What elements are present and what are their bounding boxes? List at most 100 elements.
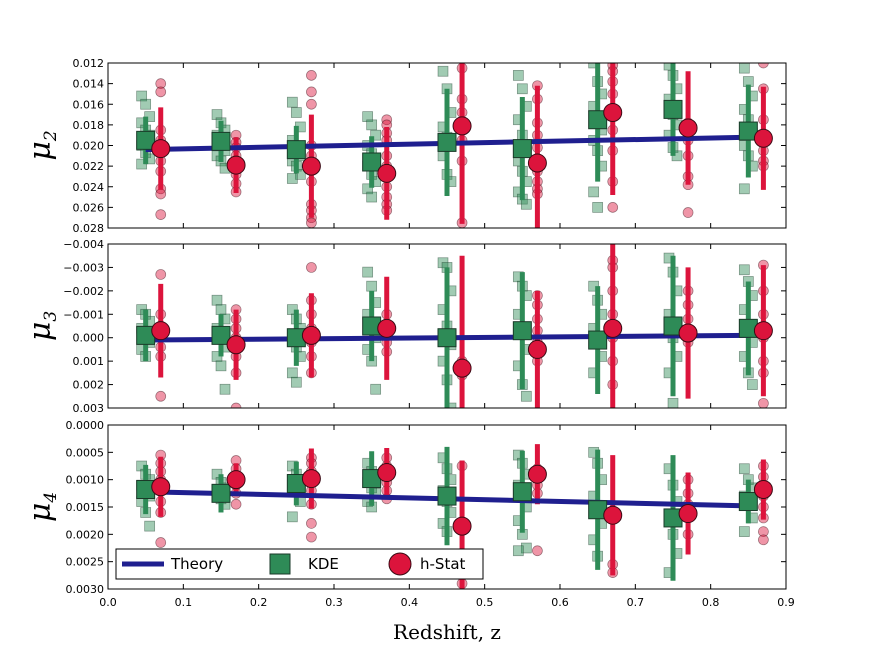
mu2-hstat-sample — [607, 202, 619, 213]
mu2-kde-sample — [592, 202, 604, 213]
mu2-kde-sample — [286, 96, 298, 108]
mu2-hstat-mean-marker — [678, 118, 698, 138]
mu4-kde-sample — [738, 463, 750, 475]
mu3-kde-sample — [738, 264, 750, 276]
mu3-axes-frame — [107, 243, 787, 409]
mu3-kde-mean-marker — [211, 325, 231, 345]
mu2-kde-sample — [294, 169, 306, 180]
mu4-ytick-label: 0.0005 — [66, 446, 105, 459]
mu4-ytick-label: 0.0030 — [66, 583, 105, 596]
mu3-kde-sample — [370, 383, 382, 395]
x-tick-label: 0.1 — [175, 596, 193, 609]
mu4-kde-sample — [144, 520, 156, 532]
mu2-hstat-sample — [155, 86, 167, 98]
mu3-hstat-mean-marker — [226, 335, 246, 355]
mu4-y-axis-label-subscript: 4 — [41, 492, 61, 504]
mu2-ytick-label: 0.014 — [73, 78, 105, 91]
mu3-hstat-mean-marker — [151, 321, 171, 341]
mu4-ytick-label: 0.0020 — [66, 528, 105, 541]
mu4-ytick-label: 0.0025 — [66, 556, 105, 569]
mu3-hstat-mean-marker — [301, 325, 321, 345]
mu2-hstat-sample — [682, 207, 694, 218]
mu3-hstat-mean-marker — [603, 318, 623, 338]
mu3-ytick-label: 0.000 — [73, 332, 105, 345]
mu2-hstat-mean-marker — [603, 103, 623, 122]
mu3-hstat-sample — [230, 402, 242, 408]
mu4-hstat-sample — [306, 531, 317, 543]
mu4-hstat-sample — [306, 518, 317, 529]
legend: Theory KDE h-Stat — [115, 548, 484, 580]
panels-layer: 0.0120.0140.0160.0180.0200.0220.0240.026… — [23, 57, 795, 609]
x-tick-label: 0.2 — [250, 596, 268, 609]
mu2-kde-mean-marker — [663, 99, 683, 119]
mu2-hstat-sample — [306, 217, 317, 228]
legend-hstat-swatch — [388, 552, 412, 576]
mu3-plot-area — [136, 244, 773, 408]
mu2-ytick-label: 0.022 — [73, 160, 105, 173]
mu3-kde-sample — [211, 294, 223, 306]
mu3-hstat-mean-marker — [527, 339, 547, 359]
x-tick-label: 0.4 — [401, 596, 419, 609]
x-tick-label: 0.5 — [476, 596, 494, 609]
mu2-kde-sample — [290, 107, 302, 118]
mu3-kde-sample — [290, 376, 302, 388]
mu3-kde-sample — [445, 402, 457, 408]
legend-hstat-label: h-Stat — [420, 555, 466, 573]
mu2-kde-sample — [520, 198, 532, 210]
mu2-y-axis-label: μ2 — [23, 130, 61, 160]
mu3-kde-sample — [667, 397, 679, 408]
legend-box — [115, 548, 484, 580]
mu3-hstat-sample — [155, 390, 167, 402]
mu4-hstat-mean-marker — [301, 469, 321, 489]
mu4-hstat-mean-marker — [753, 480, 773, 500]
mu2-hstat-mean-marker — [301, 156, 321, 176]
x-tick-label: 0.7 — [627, 596, 645, 609]
mu4-hstat-sample — [532, 545, 543, 557]
mu2-kde-sample — [211, 109, 223, 120]
mu3-ytick-label: 0.001 — [73, 355, 105, 368]
mu3-ytick-label: −0.002 — [63, 285, 104, 298]
mu3-kde-sample — [219, 383, 231, 395]
mu4-kde-sample — [286, 511, 298, 523]
mu3-ytick-label: 0.003 — [73, 402, 105, 415]
mu2-hstat-mean-marker — [452, 116, 472, 136]
mu3-y-axis-label-base: μ — [23, 322, 58, 342]
mu2-plot-area — [136, 63, 773, 228]
mu2-kde-mean-marker — [286, 140, 306, 160]
mu3-y-axis-label: μ3 — [23, 311, 61, 341]
mu2-kde-sample — [362, 111, 374, 122]
mu2-kde-sample — [286, 173, 298, 184]
mu3-hstat-sample — [758, 397, 769, 408]
mu2-kde-sample — [366, 191, 378, 203]
mu4-hstat-sample — [155, 537, 167, 548]
mu2-ytick-label: 0.020 — [73, 140, 105, 153]
mu3-kde-mean-marker — [512, 321, 532, 341]
legend-kde-label: KDE — [308, 555, 339, 573]
mu3-kde-sample — [215, 304, 227, 315]
mu2-hstat-sample — [155, 209, 167, 220]
mu4-kde-sample — [738, 526, 750, 537]
mu2-hstat-mean-marker — [527, 153, 547, 173]
mu2-hstat-sample — [758, 63, 769, 69]
mu3-kde-sample — [215, 360, 227, 372]
mu2-ytick-label: 0.018 — [73, 119, 105, 132]
mu2-kde-sample — [437, 65, 449, 77]
mu2-ytick-label: 0.016 — [73, 98, 105, 111]
mu2-ytick-label: 0.012 — [73, 57, 105, 70]
mu3-hstat-mean-marker — [678, 323, 698, 343]
mu2-ytick-label: 0.024 — [73, 181, 105, 194]
mu3-ytick-label: −0.004 — [63, 238, 104, 251]
mu2-hstat-mean-marker — [753, 128, 773, 148]
mu2-hstat-sample — [155, 78, 167, 89]
mu2-hstat-mean-marker — [226, 155, 246, 175]
mu2-kde-sample — [516, 83, 528, 95]
mu3-kde-mean-marker — [588, 330, 608, 350]
x-tick-label: 0.9 — [777, 596, 795, 609]
mu2-hstat-sample — [306, 98, 317, 110]
legend-theory-label: Theory — [170, 555, 223, 573]
mu2-hstat-sample — [155, 188, 167, 200]
mu2-kde-sample — [140, 98, 152, 110]
mu3-kde-sample — [286, 367, 298, 379]
mu2-kde-sample — [136, 90, 148, 102]
mu4-hstat-mean-marker — [678, 504, 698, 524]
